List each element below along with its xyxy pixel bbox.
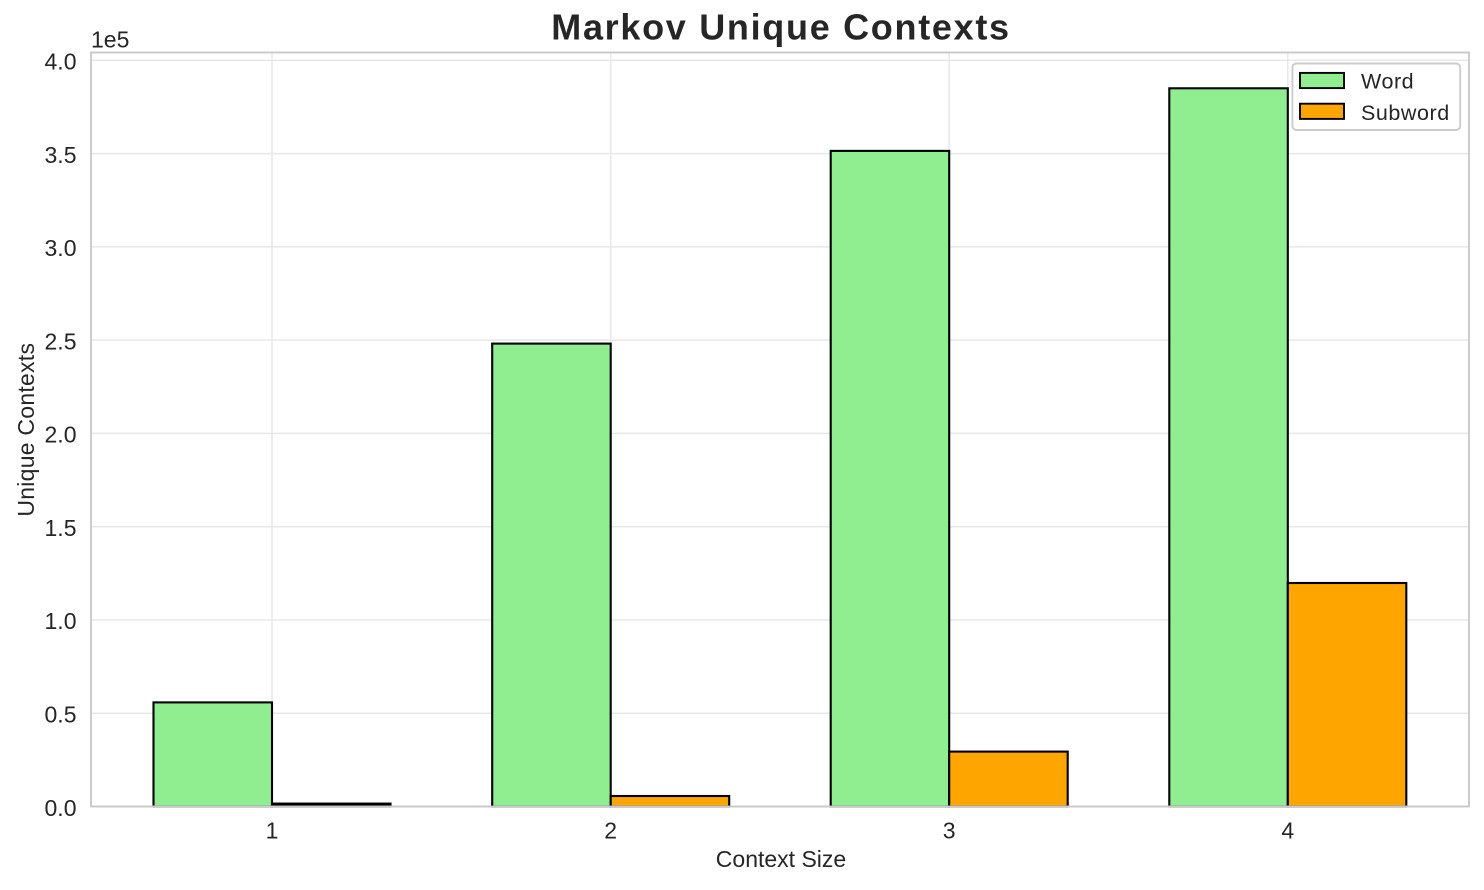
svg-text:3.5: 3.5 — [45, 142, 77, 168]
svg-text:4.0: 4.0 — [45, 49, 77, 75]
svg-text:1.5: 1.5 — [45, 515, 77, 541]
svg-text:2.5: 2.5 — [45, 328, 77, 354]
svg-text:0.5: 0.5 — [45, 702, 77, 728]
svg-text:4: 4 — [1281, 817, 1294, 843]
svg-text:1e5: 1e5 — [91, 27, 129, 53]
svg-text:2.0: 2.0 — [45, 422, 77, 448]
svg-text:3.0: 3.0 — [45, 235, 77, 261]
svg-text:2: 2 — [604, 817, 617, 843]
svg-text:1.0: 1.0 — [45, 608, 77, 634]
svg-text:Word: Word — [1361, 69, 1414, 93]
svg-text:Markov Unique Contexts: Markov Unique Contexts — [551, 7, 1010, 48]
svg-text:Context Size: Context Size — [716, 846, 846, 872]
svg-text:Unique Contexts: Unique Contexts — [13, 343, 39, 517]
svg-text:1: 1 — [266, 817, 279, 843]
svg-text:3: 3 — [943, 817, 956, 843]
svg-text:Subword: Subword — [1361, 101, 1450, 125]
svg-text:0.0: 0.0 — [45, 795, 77, 821]
